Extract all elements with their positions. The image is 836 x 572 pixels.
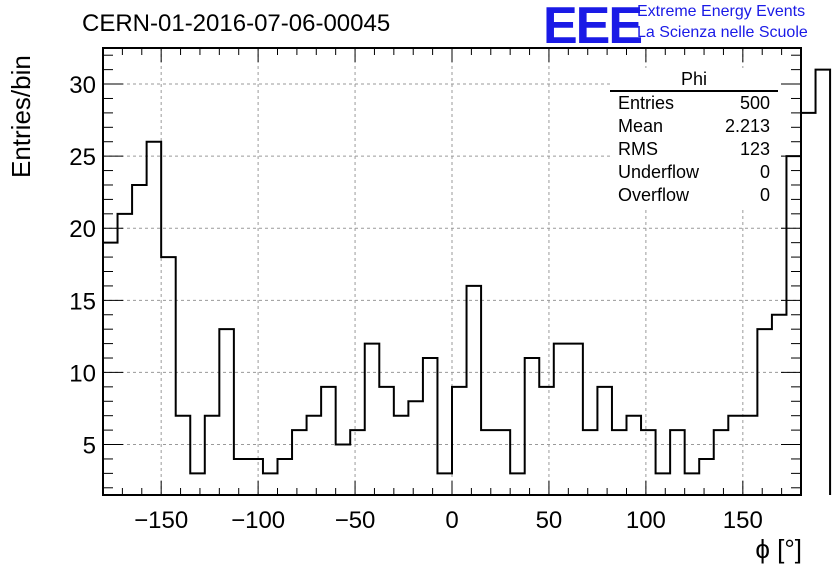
histogram-bin — [147, 142, 162, 495]
histogram-bin — [772, 315, 787, 495]
histogram-bin — [307, 416, 322, 495]
x-tick-label: 100 — [626, 507, 666, 534]
histogram-bin — [205, 416, 220, 495]
histogram-bin — [263, 473, 278, 495]
histogram-bin — [467, 286, 482, 495]
histogram-bin — [161, 257, 176, 495]
stats-value: 500 — [739, 93, 770, 113]
histogram-bin — [743, 416, 758, 495]
y-tick-label: 25 — [69, 144, 96, 171]
stats-row: Overflow 0 — [610, 184, 778, 207]
histogram-bin — [190, 473, 205, 495]
histogram-bin — [728, 416, 743, 495]
histogram-bin — [219, 329, 234, 495]
ticks-layer: −150 −100 −50 0 50 100 150 5 10 15 20 25 30 — [69, 48, 801, 534]
histogram-bin — [583, 430, 598, 495]
histogram-bin — [118, 214, 133, 495]
histogram-bin — [379, 387, 394, 495]
chart-title: CERN-01-2016-07-06-00045 — [82, 10, 391, 37]
histogram-bin — [394, 416, 409, 495]
histogram-bin — [816, 70, 831, 495]
histogram-bin — [525, 358, 540, 495]
histogram-bin — [714, 430, 729, 495]
stats-row: RMS 123 — [610, 138, 778, 161]
y-tick-label: 20 — [69, 216, 96, 243]
histogram-bin — [248, 459, 263, 495]
y-tick-label: 30 — [69, 72, 96, 99]
histogram-bin — [801, 113, 816, 495]
y-tick-label: 10 — [69, 360, 96, 387]
y-tick-label: 5 — [83, 433, 96, 460]
histogram-bin — [510, 473, 525, 495]
histogram-bin — [365, 344, 380, 495]
histogram-bin — [539, 387, 554, 495]
histogram-bin — [176, 416, 191, 495]
histogram-bin — [612, 430, 627, 495]
histogram-bin — [757, 329, 772, 495]
histogram-bin — [597, 387, 612, 495]
histogram-bin — [656, 473, 671, 495]
histogram-bin — [452, 387, 467, 495]
histogram-bin — [408, 401, 423, 495]
histogram-bin — [321, 387, 336, 495]
histogram-bin — [132, 185, 147, 495]
histogram-bin — [554, 344, 569, 495]
histogram-bin — [496, 430, 511, 495]
histogram-bin — [103, 243, 118, 495]
histogram-bin — [670, 430, 685, 495]
logo-caption-1: Extreme Energy Events — [637, 3, 806, 20]
eee-logo: EEE — [543, 0, 643, 55]
histogram-bin — [336, 445, 351, 495]
histogram-bin — [437, 473, 452, 495]
y-tick-label: 15 — [69, 288, 96, 315]
histogram-bin — [481, 430, 496, 495]
x-tick-label: 50 — [536, 507, 563, 534]
histogram-bin — [641, 430, 656, 495]
histogram-bin — [234, 459, 249, 495]
histogram-bin — [699, 459, 714, 495]
stats-value: 0 — [759, 162, 770, 182]
x-axis-label: ϕ [°] — [755, 534, 802, 564]
stats-box: Phi Entries 500 Mean 2.213 RMS 123 Under… — [610, 68, 778, 207]
x-tick-label: 0 — [445, 507, 458, 534]
histogram-bin — [627, 416, 642, 495]
x-tick-label: 150 — [723, 507, 763, 534]
stats-label: RMS — [618, 139, 658, 159]
histogram-bin — [292, 430, 307, 495]
stats-value: 0 — [759, 185, 770, 205]
stats-row: Underflow 0 — [610, 161, 778, 184]
x-tick-label: −100 — [231, 507, 285, 534]
stats-row: Entries 500 — [610, 92, 778, 115]
stats-value: 2.213 — [724, 116, 770, 136]
stats-title: Phi — [610, 68, 778, 92]
histogram-bin — [278, 459, 293, 495]
x-tick-label: −150 — [134, 507, 188, 534]
stats-label: Mean — [618, 116, 664, 136]
histogram-bin — [350, 430, 365, 495]
histogram-bin — [423, 358, 438, 495]
histogram-bin — [685, 473, 700, 495]
stats-row: Mean 2.213 — [610, 115, 778, 138]
stats-value: 123 — [739, 139, 770, 159]
histogram-bin — [568, 344, 583, 495]
logo-caption-2: La Scienza nelle Scuole — [637, 24, 808, 41]
stats-label: Underflow — [618, 162, 700, 182]
x-tick-label: −50 — [335, 507, 376, 534]
y-axis-label: Entries/bin — [6, 55, 36, 178]
stats-label: Entries — [618, 93, 675, 113]
stats-label: Overflow — [618, 185, 690, 205]
histogram-outline — [102, 68, 832, 495]
